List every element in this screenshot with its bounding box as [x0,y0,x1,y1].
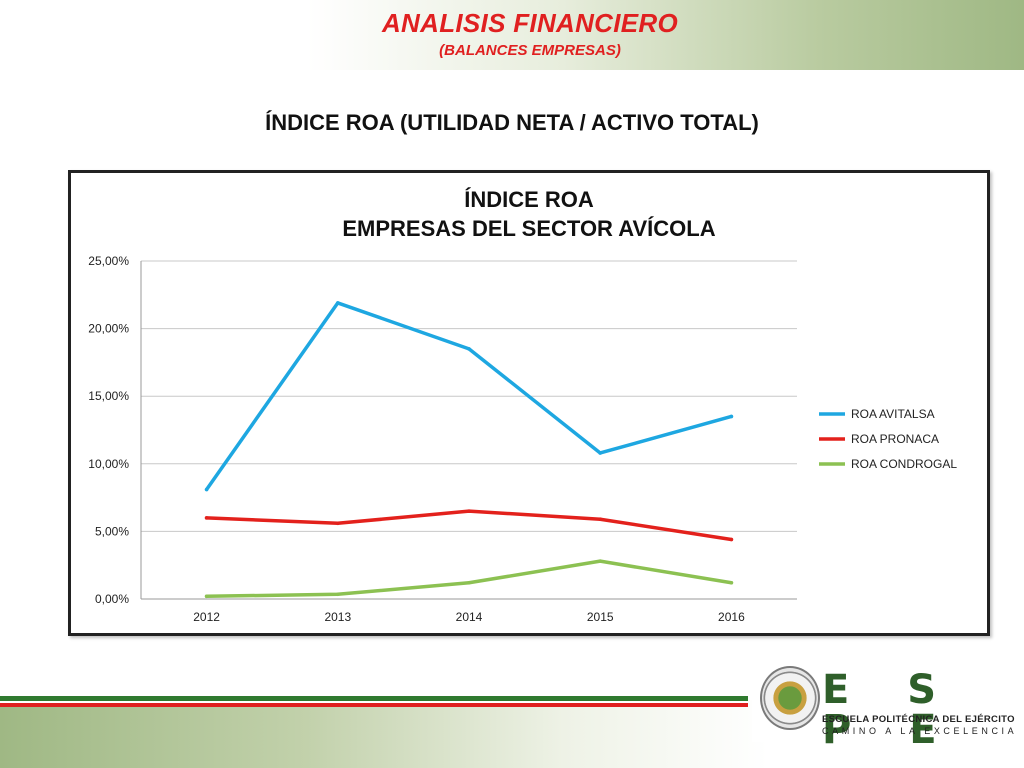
y-tick-label: 25,00% [88,254,129,268]
x-tick-label: 2013 [324,610,351,624]
series-line [204,509,734,542]
data-point [598,451,602,455]
chart-title: ÍNDICE ROA [464,187,594,212]
data-point [204,516,209,520]
header-title: ANALISIS FINANCIERO [381,8,679,38]
slide-title: ÍNDICE ROA (UTILIDAD NETA / ACTIVO TOTAL… [265,110,759,135]
data-point [598,517,602,522]
espe-logo: E S P E ESCUELA POLITÉCNICA DEL EJÉRCITO… [752,662,1024,750]
y-tick-label: 20,00% [88,322,129,336]
y-tick-label: 10,00% [88,457,129,471]
header-band [0,0,1024,70]
chart-frame: ÍNDICE ROA EMPRESAS DEL SECTOR AVÍCOLA 0… [68,170,990,636]
header-subtitle: (BALANCES EMPRESAS) [439,42,621,59]
data-point [204,594,209,599]
university-seal-icon [760,666,820,730]
y-tick-label: 15,00% [88,389,129,403]
x-tick-label: 2015 [587,610,614,624]
data-point [467,509,471,513]
data-point [467,347,471,351]
data-point [729,580,734,585]
logo-institution-name: ESCUELA POLITÉCNICA DEL EJÉRCITO [822,714,1015,725]
logo-motto: CAMINO A LA EXCELENCIA [822,726,1018,736]
data-point [336,301,340,305]
data-point [336,521,340,526]
series-line [204,559,734,599]
x-tick-label: 2014 [456,610,483,624]
data-point [204,487,209,492]
data-point [336,592,340,597]
data-point [729,414,734,419]
x-tick-label: 2016 [718,610,745,624]
line-chart: 0,00% 5,00% 10,00% 15,00% 20,00% 25,00% 2012 20… [88,254,957,624]
footer-stripe-white [0,701,748,703]
footer-stripe-green [0,696,748,701]
data-point [598,559,602,563]
data-point [467,580,471,585]
data-point [729,537,734,542]
y-tick-label: 5,00% [95,524,129,538]
x-tick-label: 2012 [193,610,220,624]
legend-label: ROA AVITALSA [851,407,935,421]
chart-subtitle: EMPRESAS DEL SECTOR AVÍCOLA [342,216,716,241]
logo-letters: E S P E [822,667,959,753]
y-tick-label: 0,00% [95,592,129,606]
legend-label: ROA CONDROGAL [851,457,957,471]
footer-stripe-red [0,703,748,707]
legend-label: ROA PRONACA [851,432,939,446]
